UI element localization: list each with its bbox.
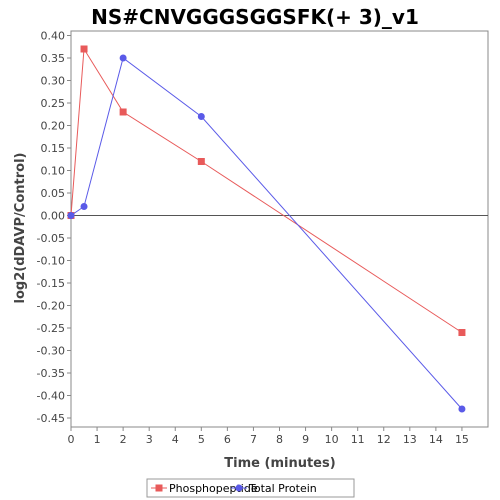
x-tick-label: 3 <box>146 433 153 446</box>
y-tick-label: 0.15 <box>41 142 66 155</box>
x-tick-label: 11 <box>351 433 365 446</box>
data-point <box>458 405 466 413</box>
x-tick-label: 7 <box>250 433 257 446</box>
x-tick-label: 14 <box>429 433 443 446</box>
x-tick-label: 0 <box>68 433 75 446</box>
data-point <box>80 203 88 210</box>
x-tick-label: 13 <box>403 433 417 446</box>
x-axis-label: Time (minutes) <box>224 456 335 471</box>
x-tick-label: 12 <box>377 433 391 446</box>
x-tick-label: 2 <box>120 433 127 446</box>
data-point <box>119 108 127 116</box>
data-point <box>458 329 466 336</box>
y-tick-label: -0.30 <box>37 345 65 358</box>
y-tick-label: -0.05 <box>37 232 65 245</box>
data-point <box>80 45 88 53</box>
x-tick-label: 5 <box>198 433 205 446</box>
y-tick-label: 0.25 <box>41 97 66 110</box>
legend-marker <box>235 484 243 492</box>
legend-box <box>146 478 355 498</box>
legend-label: Phosphopeptide <box>169 482 258 495</box>
series-layer <box>67 45 466 413</box>
y-tick-label: 0.10 <box>41 165 66 178</box>
data-point <box>67 212 75 219</box>
y-tick-label: 0.05 <box>41 187 66 200</box>
y-tick-label: -0.10 <box>37 255 65 268</box>
x-tick-label: 8 <box>276 433 283 446</box>
chart-title: NS#CNVGGGSGGSFK(+ 3)_v1 <box>91 5 419 29</box>
x-tick-label: 4 <box>172 433 179 446</box>
y-tick-label: -0.40 <box>37 390 65 403</box>
y-tick-label: 0.30 <box>41 75 66 88</box>
x-tick-label: 10 <box>325 433 339 446</box>
axis-ticks: 0.40 0.35 0.30 0.25 0.20 0.15 0.10 0.05 0.00 -0.0… <box>37 30 469 447</box>
y-tick-label: -0.35 <box>37 367 65 380</box>
y-tick-label: -0.25 <box>37 322 65 335</box>
y-tick-label: 0.00 <box>41 210 66 223</box>
x-tick-label: 15 <box>455 433 469 446</box>
y-axis-label: log2(dDAVP/Control) <box>13 153 28 304</box>
x-tick-label: 6 <box>224 433 231 446</box>
series-1 <box>67 54 466 413</box>
data-point <box>119 54 127 62</box>
data-point <box>197 158 205 165</box>
y-tick-label: -0.45 <box>37 412 65 425</box>
y-tick-label: 0.35 <box>41 52 66 65</box>
y-tick-label: 0.20 <box>41 120 66 133</box>
legend-marker <box>155 484 163 492</box>
x-tick-label: 9 <box>302 433 309 446</box>
legend-label: Total Protein <box>248 482 317 495</box>
x-tick-label: 1 <box>94 433 101 446</box>
y-tick-label: -0.20 <box>37 300 65 313</box>
y-tick-label: 0.40 <box>41 30 66 43</box>
data-point <box>197 113 205 120</box>
y-tick-label: -0.15 <box>37 277 65 290</box>
